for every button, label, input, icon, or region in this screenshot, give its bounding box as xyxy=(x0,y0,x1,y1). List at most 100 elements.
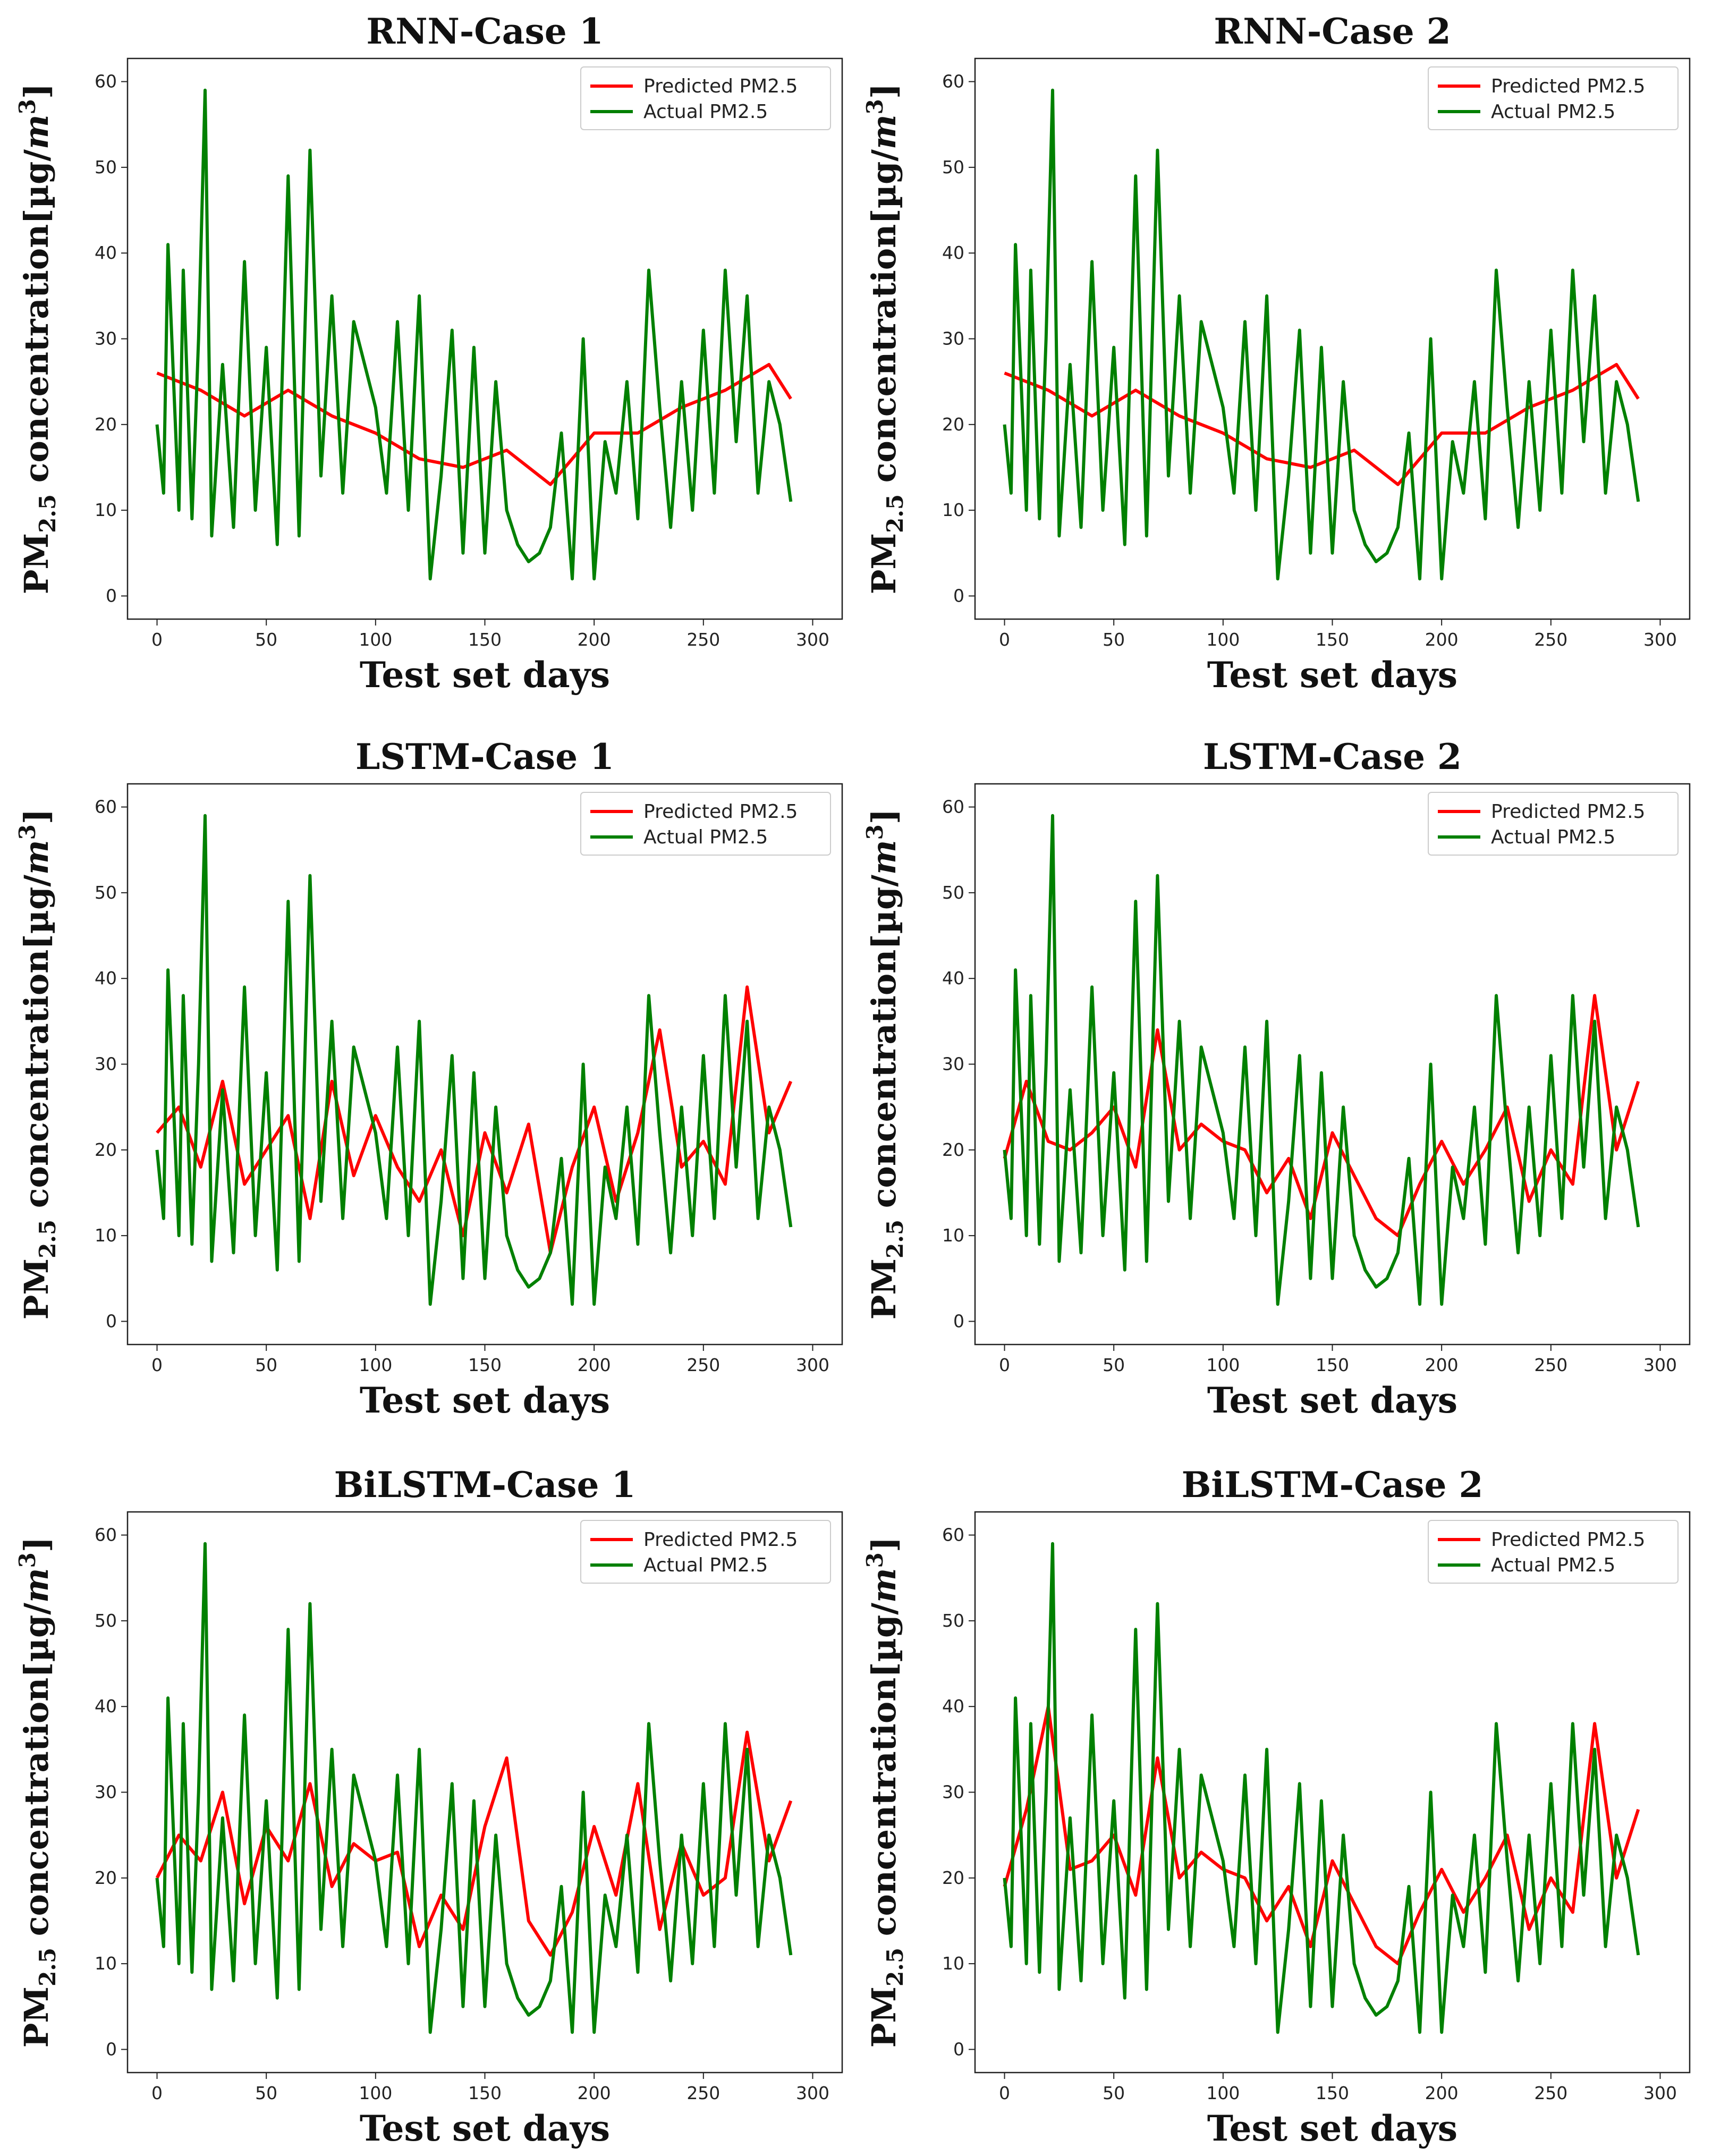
x-tick-label: 300 xyxy=(1643,2083,1677,2103)
panel-4: LSTM-Case 2 0 50 100 150 200 250 300 0 10 20 30 40 50… xyxy=(862,736,1691,1421)
chart-title: LSTM-Case 1 xyxy=(355,736,614,777)
y-axis-label-pm: PM xyxy=(865,1986,903,2048)
x-tick-label: 50 xyxy=(255,1355,277,1375)
y-tick-label: 50 xyxy=(95,882,117,903)
legend: Predicted PM2.5 Actual PM2.5 xyxy=(580,792,831,856)
x-tick-label: 100 xyxy=(359,1355,392,1375)
y-tick-label: 30 xyxy=(942,1054,964,1075)
y-tick-label: 50 xyxy=(942,1610,964,1631)
y-tick-label: 50 xyxy=(942,882,964,903)
y-tick-label: 30 xyxy=(95,328,117,349)
y-tick-label: 20 xyxy=(95,1139,117,1160)
y-axis-label-superscript: 3 xyxy=(862,99,888,114)
y-axis-label-bracket: ] xyxy=(865,809,903,824)
y-axis-label: PM2.5 concentration[µg/m3] xyxy=(862,809,908,1320)
x-axis-label: Test set days xyxy=(360,1380,610,1421)
y-tick-label: 20 xyxy=(95,1867,117,1888)
y-axis-label-m: m xyxy=(865,1568,903,1603)
y-tick-label: 40 xyxy=(95,242,117,263)
legend-label: Predicted PM2.5 xyxy=(643,1529,798,1551)
y-axis-label-m: m xyxy=(17,840,56,875)
actual-series-line xyxy=(155,1542,793,2034)
actual-series-line xyxy=(1003,814,1640,1306)
x-axis-label: Test set days xyxy=(1207,654,1457,696)
y-axis-label-unit: concentration[µg/ xyxy=(865,149,903,494)
actual-series-line xyxy=(1003,1542,1640,2034)
y-axis-label-pm: PM xyxy=(865,533,903,594)
y-axis-label-superscript: 3 xyxy=(862,1552,888,1568)
y-axis-label-superscript: 3 xyxy=(14,824,40,840)
legend-box xyxy=(580,66,831,130)
y-axis-label: PM2.5 concentration[µg/m3] xyxy=(14,1537,61,2048)
y-tick-label: 40 xyxy=(95,968,117,988)
panel-2: RNN-Case 2 0 50 100 150 200 250 300 0 10 20 30 40 50 6… xyxy=(862,11,1691,696)
panel-3: LSTM-Case 1 0 50 100 150 200 250 300 0 10 20 30 40 50… xyxy=(14,736,843,1421)
y-axis-label: PM2.5 concentration[µg/m3] xyxy=(14,809,61,1320)
y-axis-label: PM2.5 concentration[µg/m3] xyxy=(14,83,61,594)
y-tick-label: 60 xyxy=(942,1525,964,1545)
y-axis-label: PM2.5 concentration[µg/m3] xyxy=(862,1537,908,2048)
legend: Predicted PM2.5 Actual PM2.5 xyxy=(1428,1520,1679,1584)
legend-box xyxy=(580,1520,831,1584)
y-axis-label-bracket: ] xyxy=(17,1537,56,1552)
y-tick-label: 0 xyxy=(953,1310,964,1331)
x-tick-label: 150 xyxy=(1316,1355,1349,1375)
legend-label: Actual PM2.5 xyxy=(643,826,768,848)
y-tick-label: 40 xyxy=(942,968,964,988)
y-tick-label: 50 xyxy=(942,157,964,177)
y-tick-label: 30 xyxy=(95,1782,117,1803)
panel-5: BiLSTM-Case 1 0 50 100 150 200 250 300 0 10 20 30 40… xyxy=(14,1464,843,2149)
y-axis-label-m: m xyxy=(865,114,903,149)
y-axis-label-m: m xyxy=(17,114,56,149)
y-axis-label-pm: PM xyxy=(17,1986,56,2048)
y-tick-label: 60 xyxy=(95,71,117,92)
y-tick-label: 10 xyxy=(95,1225,117,1246)
x-tick-label: 250 xyxy=(687,629,720,650)
y-axis-label-m: m xyxy=(865,840,903,875)
x-tick-label: 300 xyxy=(796,2083,829,2103)
y-tick-label: 0 xyxy=(106,585,117,606)
chart-title: BiLSTM-Case 1 xyxy=(334,1464,636,1506)
y-tick-label: 0 xyxy=(106,1310,117,1331)
panel-1: RNN-Case 1 0 50 100 150 200 250 300 0 10 20 30 40 50 6… xyxy=(14,11,843,696)
y-tick-label: 20 xyxy=(95,414,117,435)
legend-box xyxy=(1428,66,1679,130)
x-tick-label: 250 xyxy=(1534,1355,1567,1375)
x-tick-label: 0 xyxy=(999,629,1010,650)
x-tick-label: 100 xyxy=(359,629,392,650)
x-tick-label: 150 xyxy=(1316,629,1349,650)
x-tick-label: 100 xyxy=(1206,629,1240,650)
x-axis-label: Test set days xyxy=(360,2108,610,2149)
y-axis-label-superscript: 3 xyxy=(14,99,40,114)
y-axis-label-subscript: 2.5 xyxy=(882,1220,908,1258)
legend-label: Predicted PM2.5 xyxy=(643,801,798,823)
panel-6: BiLSTM-Case 2 0 50 100 150 200 250 300 0 10 20 30 40… xyxy=(862,1464,1691,2149)
y-tick-label: 60 xyxy=(95,797,117,817)
x-tick-label: 300 xyxy=(796,1355,829,1375)
chart-title: BiLSTM-Case 2 xyxy=(1182,1464,1484,1506)
y-tick-label: 0 xyxy=(953,585,964,606)
legend: Predicted PM2.5 Actual PM2.5 xyxy=(1428,66,1679,130)
y-tick-label: 60 xyxy=(95,1525,117,1545)
x-axis-label: Test set days xyxy=(1207,1380,1457,1421)
x-tick-label: 150 xyxy=(468,1355,502,1375)
y-tick-label: 20 xyxy=(942,1867,964,1888)
y-axis-label-subscript: 2.5 xyxy=(35,1220,61,1258)
legend-label: Actual PM2.5 xyxy=(1491,1554,1615,1576)
legend-label: Actual PM2.5 xyxy=(1491,101,1615,123)
x-axis-label: Test set days xyxy=(360,654,610,696)
y-axis-label-unit: concentration[µg/ xyxy=(865,875,903,1220)
y-axis-label-unit: concentration[µg/ xyxy=(17,875,56,1220)
y-axis-label-subscript: 2.5 xyxy=(35,494,61,533)
x-tick-label: 0 xyxy=(999,1355,1010,1375)
x-tick-label: 150 xyxy=(1316,2083,1349,2103)
x-tick-label: 250 xyxy=(687,1355,720,1375)
actual-series-line xyxy=(155,814,793,1306)
y-axis-label-m: m xyxy=(17,1568,56,1603)
x-tick-label: 300 xyxy=(796,629,829,650)
x-tick-label: 200 xyxy=(578,1355,611,1375)
y-axis-label-superscript: 3 xyxy=(862,824,888,840)
chart-title: RNN-Case 1 xyxy=(366,11,603,52)
predicted-series-line xyxy=(1004,362,1640,486)
